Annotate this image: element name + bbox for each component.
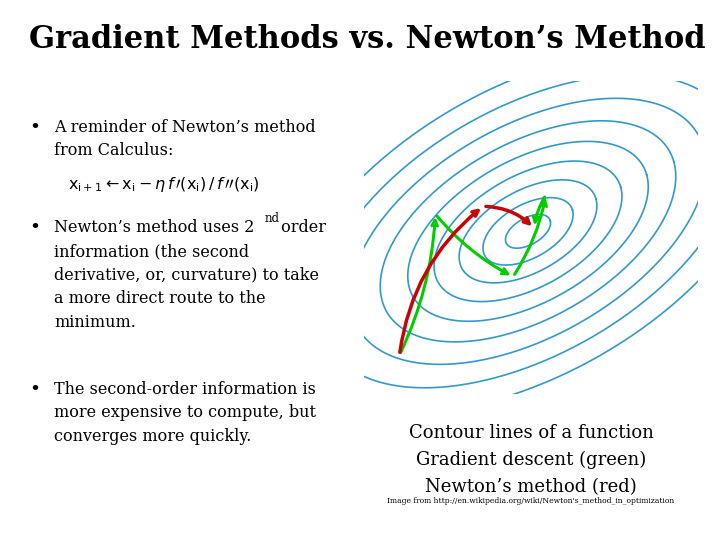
- Text: order: order: [276, 219, 325, 235]
- Text: Newton’s method (red): Newton’s method (red): [425, 478, 637, 496]
- Text: Image from http://en.wikipedia.org/wiki/Newton's_method_in_optimization: Image from http://en.wikipedia.org/wiki/…: [387, 497, 675, 505]
- Text: $\mathrm{x_{i+1}} \leftarrow \mathrm{x_i} - \eta\, f\,\prime(\mathrm{x_i})\,/\,f: $\mathrm{x_{i+1}} \leftarrow \mathrm{x_i…: [68, 176, 260, 194]
- Text: Gradient Methods vs. Newton’s Method: Gradient Methods vs. Newton’s Method: [29, 24, 706, 55]
- Text: Gradient descent (green): Gradient descent (green): [416, 451, 646, 469]
- Text: Contour lines of a function: Contour lines of a function: [408, 424, 654, 442]
- Text: Newton’s method uses 2: Newton’s method uses 2: [54, 219, 254, 235]
- Text: •: •: [29, 381, 40, 399]
- Text: nd: nd: [264, 212, 279, 225]
- Text: A reminder of Newton’s method
from Calculus:: A reminder of Newton’s method from Calcu…: [54, 119, 315, 159]
- Text: information (the second
derivative, or, curvature) to take
a more direct route t: information (the second derivative, or, …: [54, 243, 319, 330]
- Text: •: •: [29, 119, 40, 137]
- Text: The second-order information is
more expensive to compute, but
converges more qu: The second-order information is more exp…: [54, 381, 316, 445]
- Text: •: •: [29, 219, 40, 237]
